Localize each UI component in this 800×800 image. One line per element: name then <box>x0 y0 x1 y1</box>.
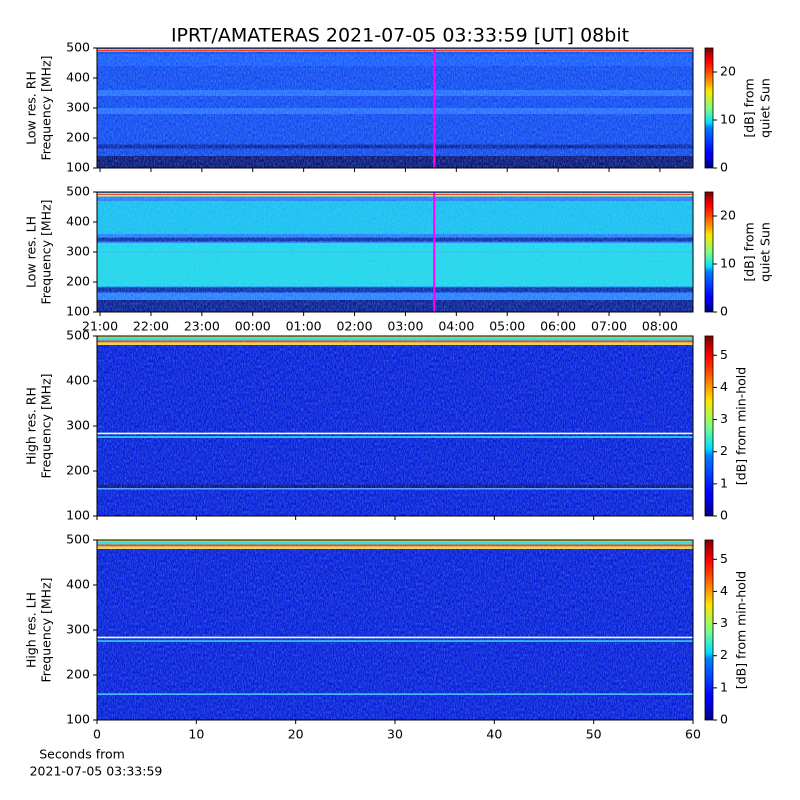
x-tick-label: 21:00 <box>82 319 118 334</box>
colorbar-label: [dB] from <box>742 222 757 281</box>
y-tick-label: 100 <box>66 160 90 175</box>
colorbar-tick-label: 0 <box>720 712 728 727</box>
y-tick-label: 400 <box>66 214 90 229</box>
colorbar-label: quiet Sun <box>758 78 773 138</box>
x-tick-label: 22:00 <box>133 319 169 334</box>
y-tick-label: 500 <box>66 532 90 547</box>
y-tick-label: 200 <box>66 274 90 289</box>
colorbar-label: quiet Sun <box>758 222 773 282</box>
colorbar-tick-label: 4 <box>720 583 728 598</box>
colorbar <box>704 47 714 169</box>
colorbar-tick-label: 1 <box>720 475 728 490</box>
colorbar-tick-label: 10 <box>720 112 736 127</box>
y-tick-label: 400 <box>66 373 90 388</box>
colorbar-tick-label: 3 <box>720 411 728 426</box>
colorbar-tick-label: 20 <box>720 64 736 79</box>
colorbar <box>704 191 714 313</box>
colorbar-label: [dB] from min-hold <box>734 367 749 485</box>
colorbar-label: [dB] from <box>742 78 757 137</box>
colorbar-tick-label: 2 <box>720 647 728 662</box>
y-tick-label: 300 <box>66 418 90 433</box>
x-tick-label: 50 <box>586 727 602 742</box>
y-tick-label: 100 <box>66 304 90 319</box>
colorbar <box>704 335 714 517</box>
y-axis-label: High res. LH <box>24 592 39 668</box>
colorbar-label: [dB] from min-hold <box>734 571 749 689</box>
y-tick-label: 100 <box>66 508 90 523</box>
y-axis-label: High res. RH <box>24 387 39 465</box>
y-tick-label: 500 <box>66 184 90 199</box>
y-axis-label: Frequency [MHz] <box>39 55 54 160</box>
colorbar-tick-label: 5 <box>720 347 728 362</box>
x-tick-label: 05:00 <box>489 319 525 334</box>
y-tick-label: 400 <box>66 70 90 85</box>
colorbar-tick-label: 10 <box>720 256 736 271</box>
x-tick-label: 40 <box>486 727 502 742</box>
y-tick-label: 500 <box>66 328 90 343</box>
title: IPRT/AMATERAS 2021-07-05 03:33:59 [UT] 0… <box>171 25 629 47</box>
x-tick-label: 10 <box>188 727 204 742</box>
x-tick-label: 20 <box>288 727 304 742</box>
y-axis-label: Frequency [MHz] <box>39 199 54 304</box>
y-tick-label: 300 <box>66 100 90 115</box>
x-tick-label: 0 <box>93 727 101 742</box>
x-axis-label: 2021-07-05 03:33:59 <box>30 764 163 779</box>
y-tick-label: 200 <box>66 130 90 145</box>
y-tick-label: 200 <box>66 463 90 478</box>
spectral-line <box>97 436 693 438</box>
y-axis-label: Low res. LH <box>24 216 39 288</box>
colorbar-tick-label: 1 <box>720 679 728 694</box>
x-tick-label: 60 <box>685 727 701 742</box>
spectral-line <box>97 251 693 253</box>
spectral-line <box>97 693 693 695</box>
x-tick-label: 30 <box>387 727 403 742</box>
x-tick-label: 02:00 <box>337 319 373 334</box>
y-tick-label: 400 <box>66 577 90 592</box>
y-tick-label: 300 <box>66 622 90 637</box>
y-axis-label: Low res. RH <box>24 71 39 145</box>
colorbar-tick-label: 3 <box>720 615 728 630</box>
y-tick-label: 500 <box>66 40 90 55</box>
x-tick-label: 00:00 <box>235 319 271 334</box>
spectrogram-noise <box>97 336 693 516</box>
spectral-line <box>97 488 693 490</box>
spectrogram-noise <box>97 48 693 168</box>
x-tick-label: 23:00 <box>184 319 220 334</box>
x-tick-label: 04:00 <box>438 319 474 334</box>
y-axis-label: Frequency [MHz] <box>39 577 54 682</box>
colorbar <box>704 539 714 721</box>
colorbar-tick-label: 20 <box>720 208 736 223</box>
colorbar-tick-label: 5 <box>720 551 728 566</box>
spectral-line <box>97 636 693 639</box>
x-tick-label: 07:00 <box>591 319 627 334</box>
panel: 100 200 300 400 500 High res. RH Frequency [MH… <box>24 328 749 523</box>
x-tick-label: 01:00 <box>286 319 322 334</box>
colorbar-tick-label: 0 <box>720 304 728 319</box>
x-tick-label: 06:00 <box>540 319 576 334</box>
x-tick-label: 03:00 <box>387 319 423 334</box>
x-tick-label: 08:00 <box>642 319 678 334</box>
spectrogram-noise <box>97 540 693 720</box>
colorbar-tick-label: 0 <box>720 508 728 523</box>
y-tick-label: 100 <box>66 712 90 727</box>
colorbar-tick-label: 0 <box>720 160 728 175</box>
y-tick-label: 200 <box>66 667 90 682</box>
spectral-line <box>97 640 693 642</box>
colorbar-tick-label: 4 <box>720 379 728 394</box>
y-axis-label: Frequency [MHz] <box>39 373 54 478</box>
y-tick-label: 300 <box>66 244 90 259</box>
x-axis-label: Seconds from <box>39 747 125 762</box>
colorbar-tick-label: 2 <box>720 443 728 458</box>
spectral-line <box>97 432 693 435</box>
